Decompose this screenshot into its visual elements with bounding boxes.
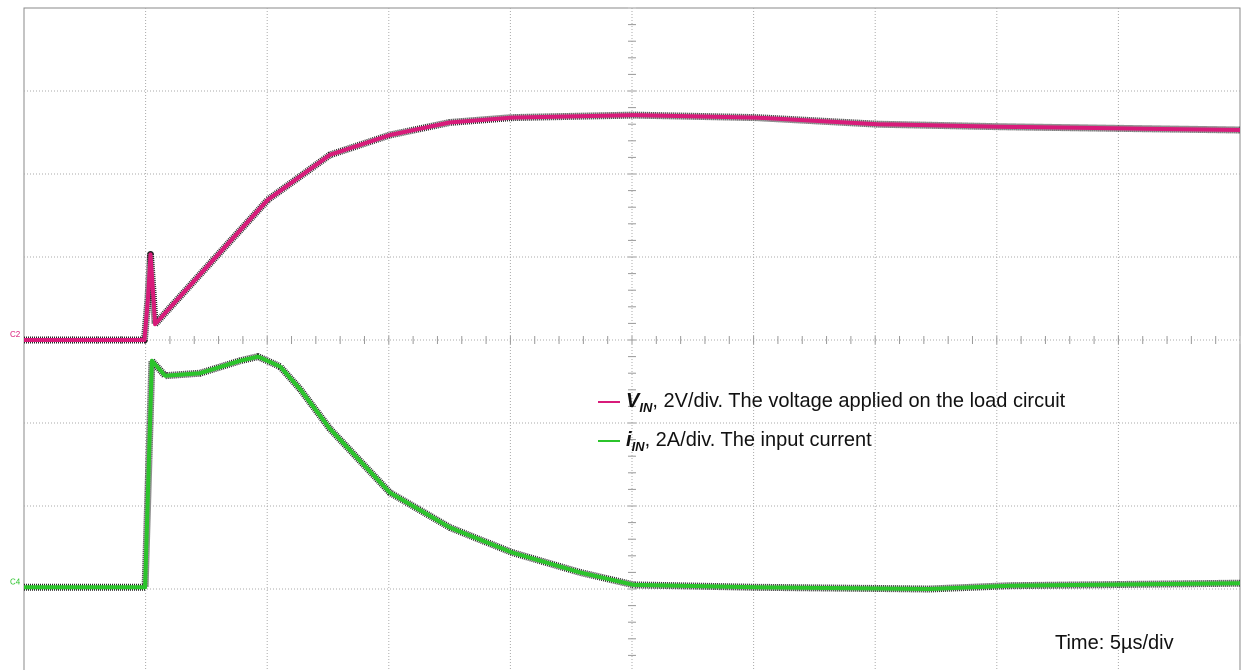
time-label: Time: 5µs/div: [1055, 632, 1174, 654]
legend-name: i: [626, 429, 632, 451]
legend-text: , 2V/div. The voltage applied on the loa…: [652, 390, 1066, 412]
legend: VIN, 2V/div. The voltage applied on the …: [598, 385, 1065, 463]
legend-subscript: IN: [639, 400, 653, 415]
legend-swatch: [598, 439, 620, 442]
legend-entry: VIN, 2V/div. The voltage applied on the …: [598, 385, 1065, 424]
channel-marker: C2: [10, 330, 21, 339]
legend-name: V: [626, 390, 640, 412]
legend-swatch: [598, 400, 620, 403]
legend-entry: iIN, 2A/div. The input current: [598, 424, 1065, 463]
channel-marker: C4: [10, 577, 21, 586]
legend-subscript: IN: [631, 439, 645, 454]
trace: [24, 354, 1241, 591]
trace: [24, 113, 1241, 342]
legend-text: , 2A/div. The input current: [644, 429, 872, 451]
